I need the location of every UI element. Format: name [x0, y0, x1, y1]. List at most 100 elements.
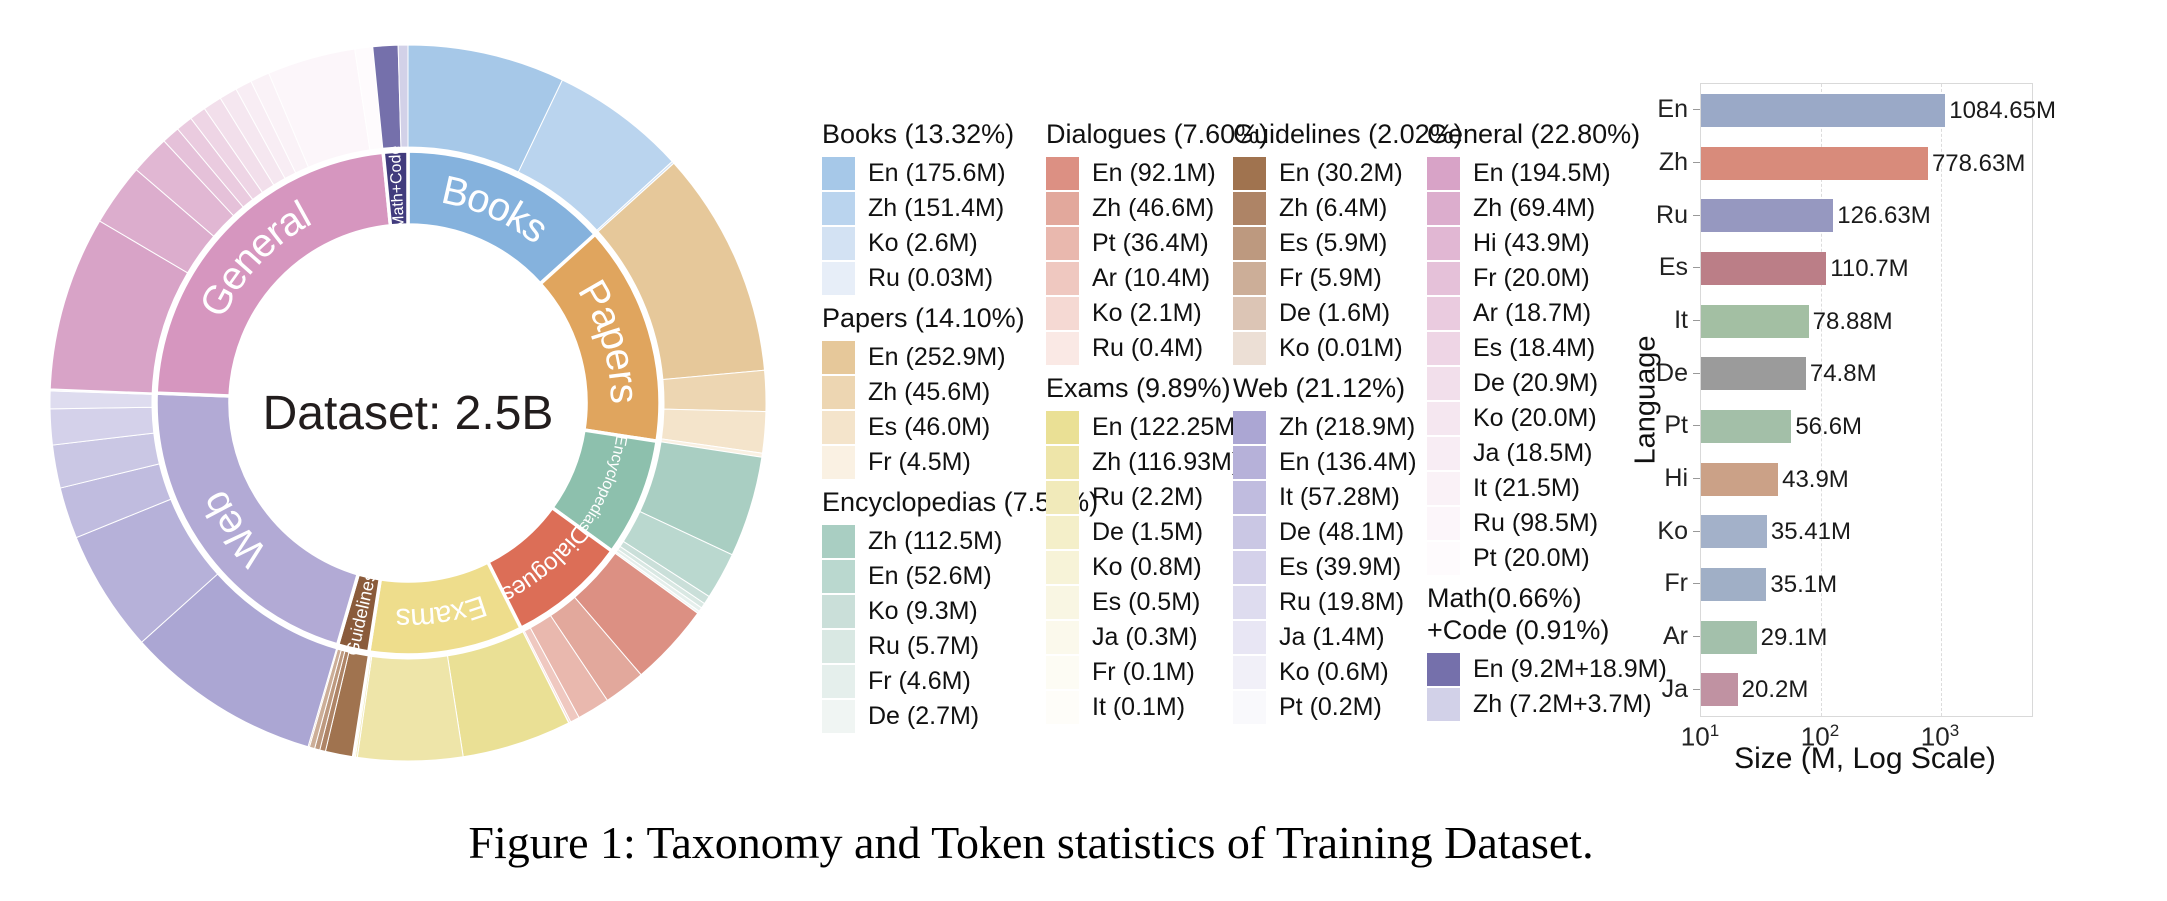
legend-item-label: En (194.5M) [1473, 159, 1611, 187]
legend-item: It (0.1M) [1046, 690, 1268, 725]
legend-swatch [1233, 297, 1266, 330]
legend-swatch [822, 560, 855, 593]
legend-item-label: Hi (43.9M) [1473, 229, 1590, 257]
sunburst-segment-Math+Code [381, 149, 410, 228]
legend-item-label: Ar (18.7M) [1473, 299, 1592, 327]
legend-item-label: En (30.2M) [1279, 159, 1403, 187]
legend-item: Zh (151.4M) [822, 191, 1098, 226]
sunburst-svg: BooksPapersEncyclopediasDialoguesExamsGu… [49, 44, 767, 762]
legend-column-3: Guidelines (2.02%) En (30.2M) Zh (6.4M) Es … [1233, 112, 1463, 725]
y-tick-mark [1693, 320, 1700, 321]
legend-item: Es (39.9M) [1233, 550, 1463, 585]
sunburst-label-Math+Code: Math+Code [387, 145, 408, 229]
legend-swatch [822, 227, 855, 260]
y-tick-Hi: Hi [1664, 464, 1688, 492]
bar-Ko [1701, 515, 1767, 549]
legend-item-label: Ja (18.5M) [1473, 439, 1593, 467]
legend-item-label: Zh (116.93M) [1092, 448, 1241, 476]
y-tick-mark [1693, 530, 1700, 532]
bar-value-label: 110.7M [1830, 254, 1909, 282]
bar-Zh [1701, 146, 1928, 180]
legend-swatch [1233, 157, 1266, 190]
legend-item: De (1.5M) [1046, 515, 1268, 550]
y-tick-mark [1693, 214, 1700, 216]
sunburst-segment-General [154, 150, 393, 398]
legend-item: Zh (218.9M) [1233, 410, 1463, 445]
sunburst-outer-Exams-Zh [356, 655, 464, 762]
legend-item: Zh (45.6M) [822, 375, 1098, 410]
legend-group-title: Dialogues (7.60%) [1046, 119, 1269, 149]
legend-item: It (57.28M) [1233, 480, 1463, 515]
legend-item-label: Ko (20.0M) [1473, 404, 1597, 432]
legend-swatch [1427, 262, 1460, 295]
sunburst-outer-Math+Code-Zh [397, 44, 409, 148]
bar-Pt [1701, 409, 1792, 443]
legend-group-Dialogues: Dialogues (7.60%) En (92.1M) Zh (46.6M) Pt … [1046, 112, 1268, 366]
legend-item-label: Es (39.9M) [1279, 553, 1402, 581]
legend-item-label: Ko (9.3M) [868, 597, 978, 625]
legend-swatch [1046, 586, 1079, 619]
legend-item: Ru (0.4M) [1046, 331, 1268, 366]
legend-item-label: Ko (2.1M) [1092, 299, 1202, 327]
legend-swatch [1046, 551, 1079, 584]
legend-item: Es (5.9M) [1233, 226, 1463, 261]
sunburst-center-label: Dataset: 2.5B [263, 387, 554, 440]
legend-swatch [1427, 507, 1460, 540]
legend-swatch [1233, 621, 1266, 654]
legend-swatch [1046, 446, 1079, 479]
legend-swatch [1233, 551, 1266, 584]
legend-swatch [1427, 437, 1460, 470]
legend-item-label: En (92.1M) [1092, 159, 1216, 187]
legend-item-label: De (20.9M) [1473, 369, 1599, 397]
legend-group-title: Math(0.66%) +Code (0.91%) [1427, 583, 1610, 645]
legend-item: En (136.4M) [1233, 445, 1463, 480]
legend-swatch [1046, 656, 1079, 689]
legend-item-label: It (0.1M) [1092, 693, 1186, 721]
legend-item: Pt (20.0M) [1427, 541, 1667, 576]
bar-chart-x-axis-title: Size (M, Log Scale) [1734, 742, 1996, 775]
legend-item-label: Ru (98.5M) [1473, 509, 1599, 537]
legend-swatch [1233, 481, 1266, 514]
legend-swatch [1046, 481, 1079, 514]
legend-item-label: Ru (5.7M) [868, 632, 980, 660]
legend-group-title: Papers (14.10%) [822, 303, 1025, 333]
bar-value-label: 74.8M [1809, 360, 1877, 388]
legend-item-label: Zh (46.6M) [1092, 194, 1215, 222]
y-tick-Ko: Ko [1657, 516, 1688, 545]
legend-column-4: General (22.80%) En (194.5M) Zh (69.4M) Hi … [1427, 112, 1667, 722]
legend-item: Es (46.0M) [822, 410, 1098, 445]
legend-item-label: Ja (1.4M) [1279, 623, 1385, 651]
legend-swatch [1427, 688, 1460, 721]
legend-swatch [1233, 192, 1266, 225]
legend-item-label: Fr (0.1M) [1092, 658, 1195, 686]
bar-value-label: 29.1M [1760, 623, 1828, 651]
legend-item-label: Zh (45.6M) [868, 378, 991, 406]
legend-item: Ko (0.01M) [1233, 331, 1463, 366]
legend-item: Zh (46.6M) [1046, 191, 1268, 226]
legend-swatch [822, 192, 855, 225]
legend-item: Ja (18.5M) [1427, 436, 1667, 471]
x-tick-10^2: 102 [1800, 721, 1840, 752]
legend-item-label: En (9.2M+18.9M) [1473, 655, 1667, 683]
legend-item-label: De (1.5M) [1092, 518, 1204, 546]
y-tick-mark [1693, 425, 1700, 427]
legend-item: Pt (0.2M) [1233, 690, 1463, 725]
y-tick-Zh: Zh [1658, 148, 1688, 176]
legend-item: En (52.6M) [822, 559, 1098, 594]
bar-value-label: 35.1M [1770, 570, 1838, 598]
legend-item: Pt (36.4M) [1046, 226, 1268, 261]
bar-De [1701, 357, 1806, 391]
y-tick-Ar: Ar [1663, 622, 1688, 650]
bar-plot-area: 1084.65M 778.63M 126.63M 110.7M 78.88M 74.8M 5… [1700, 83, 2056, 717]
legend-item: Zh (112.5M) [822, 524, 1098, 559]
legend-item-label: Es (18.4M) [1473, 334, 1596, 362]
legend-swatch [1046, 297, 1079, 330]
legend-item-label: Zh (69.4M) [1473, 194, 1596, 222]
legend-item: Ko (2.1M) [1046, 296, 1268, 331]
legend-swatch [1046, 157, 1079, 190]
x-tick-10^3: 103 [1920, 721, 1960, 752]
legend-item: It (21.5M) [1427, 471, 1667, 506]
legend-swatch [822, 630, 855, 663]
legend-item-label: It (21.5M) [1473, 474, 1580, 502]
